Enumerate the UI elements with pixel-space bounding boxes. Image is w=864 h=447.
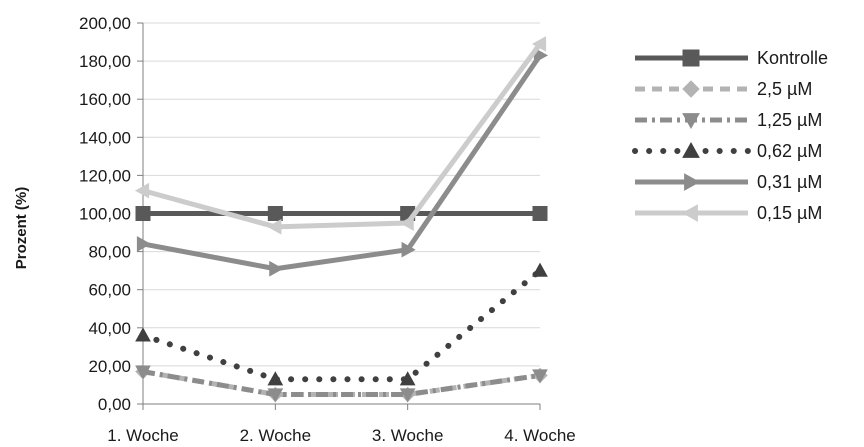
series-0-point (267, 206, 283, 221)
legend-marker (684, 173, 701, 191)
y-tick-label: 20,00 (88, 357, 131, 376)
y-tick-label: 120,00 (79, 166, 131, 185)
legend-label: 2,5 µM (757, 79, 812, 99)
series-2-point (532, 369, 548, 384)
legend-label: 0,62 µM (757, 141, 822, 161)
legend-label: Kontrolle (757, 48, 828, 68)
y-tick-label: 100,00 (79, 205, 131, 224)
series-4-point (401, 241, 416, 258)
x-tick-labels: 1. Woche 2. Woche 3. Woche 4. Woche (107, 426, 576, 445)
legend-entry: 2,5 µM (635, 79, 812, 99)
series-5 (134, 36, 547, 235)
series-layer (134, 36, 549, 403)
x-tick-label: 2. Woche (240, 426, 312, 445)
y-tick-label: 0,00 (98, 395, 131, 414)
series-2-line (142, 369, 541, 397)
series-3-point (399, 371, 416, 386)
series-2 (135, 365, 548, 403)
y-axis-label: Prozent (%) (13, 187, 30, 270)
legend-marker (682, 141, 700, 158)
series-3-point (532, 262, 548, 277)
series-5-point (531, 36, 547, 52)
series-3-point (267, 371, 284, 386)
y-tick-label: 60,00 (88, 281, 131, 300)
series-5-point (267, 218, 282, 235)
y-tick-label: 160,00 (79, 90, 131, 109)
series-3-line (140, 267, 543, 383)
legend: Kontrolle 2,5 µM 1,25 µM 0,62 µM 0,31 µM 0,15… (632, 48, 828, 223)
legend-entry: 0,62 µM (632, 141, 822, 161)
series-5-point (399, 215, 414, 231)
y-tick-label: 40,00 (88, 319, 131, 338)
legend-entry: 1,25 µM (635, 110, 822, 130)
legend-entry: 0,15 µM (635, 203, 822, 223)
y-tick-label: 200,00 (79, 14, 131, 33)
series-4-point (269, 260, 284, 277)
series-2-point (135, 365, 151, 380)
series-4 (136, 47, 549, 277)
series-5-line (142, 42, 543, 230)
legend-label: 0,31 µM (757, 172, 822, 192)
y-tick-label: 180,00 (79, 52, 131, 71)
legend-marker (682, 80, 700, 98)
legend-label: 1,25 µM (757, 110, 822, 130)
legend-entry: Kontrolle (635, 48, 828, 68)
series-4-line (142, 53, 543, 272)
legend-marker (682, 49, 700, 67)
series-2-point (267, 388, 284, 403)
y-tick-label: 140,00 (79, 128, 131, 147)
series-0 (135, 206, 548, 221)
legend-label: 0,15 µM (757, 203, 822, 223)
legend-marker (681, 204, 698, 222)
x-tick-label: 4. Woche (504, 426, 576, 445)
series-3 (135, 262, 548, 386)
legend-marker (682, 113, 700, 130)
legend-entry: 0,31 µM (635, 172, 822, 192)
series-5-point (134, 182, 150, 199)
series-2-point (399, 388, 416, 403)
gridlines (143, 22, 540, 367)
x-tick-label: 3. Woche (372, 426, 444, 445)
x-tick-label: 1. Woche (107, 426, 179, 445)
series-0-point (532, 206, 548, 221)
series-0-point (135, 206, 151, 221)
y-tick-label: 80,00 (88, 243, 131, 262)
series-4-point (136, 236, 152, 252)
y-tick-labels: 0,00 20,00 40,00 60,00 80,00 100,00 120,00 140,… (79, 14, 131, 414)
series-3-point (135, 327, 151, 342)
